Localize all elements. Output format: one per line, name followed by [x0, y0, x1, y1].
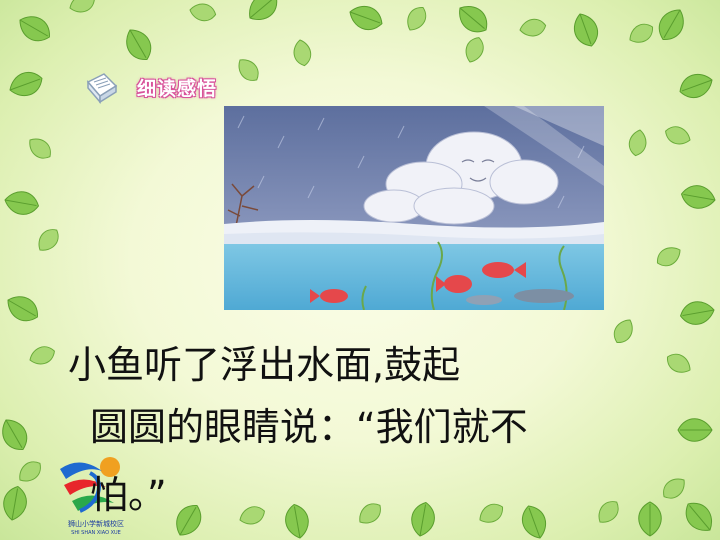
school-logo-graphic [60, 457, 120, 513]
school-logo-title: 狮山小学新城校区 [68, 520, 124, 528]
fish-1 [310, 289, 348, 303]
river-fish-illustration [224, 106, 604, 310]
fish-2 [436, 275, 472, 293]
story-text-line-2: 圆圆的眼睛说：“我们就不 [90, 405, 528, 449]
section-title: 细读感悟 [137, 78, 218, 100]
notebook-icon [86, 73, 118, 105]
story-text-line-3: 怕。” [90, 473, 167, 517]
fish-3 [482, 262, 526, 278]
school-logo: 狮山小学新城校区 SHI SHAN XIAO XUE [50, 449, 142, 536]
story-text-line-1: 小鱼听了浮出水面,鼓起 [68, 343, 461, 387]
school-logo-subtitle: SHI SHAN XIAO XUE [71, 530, 121, 536]
